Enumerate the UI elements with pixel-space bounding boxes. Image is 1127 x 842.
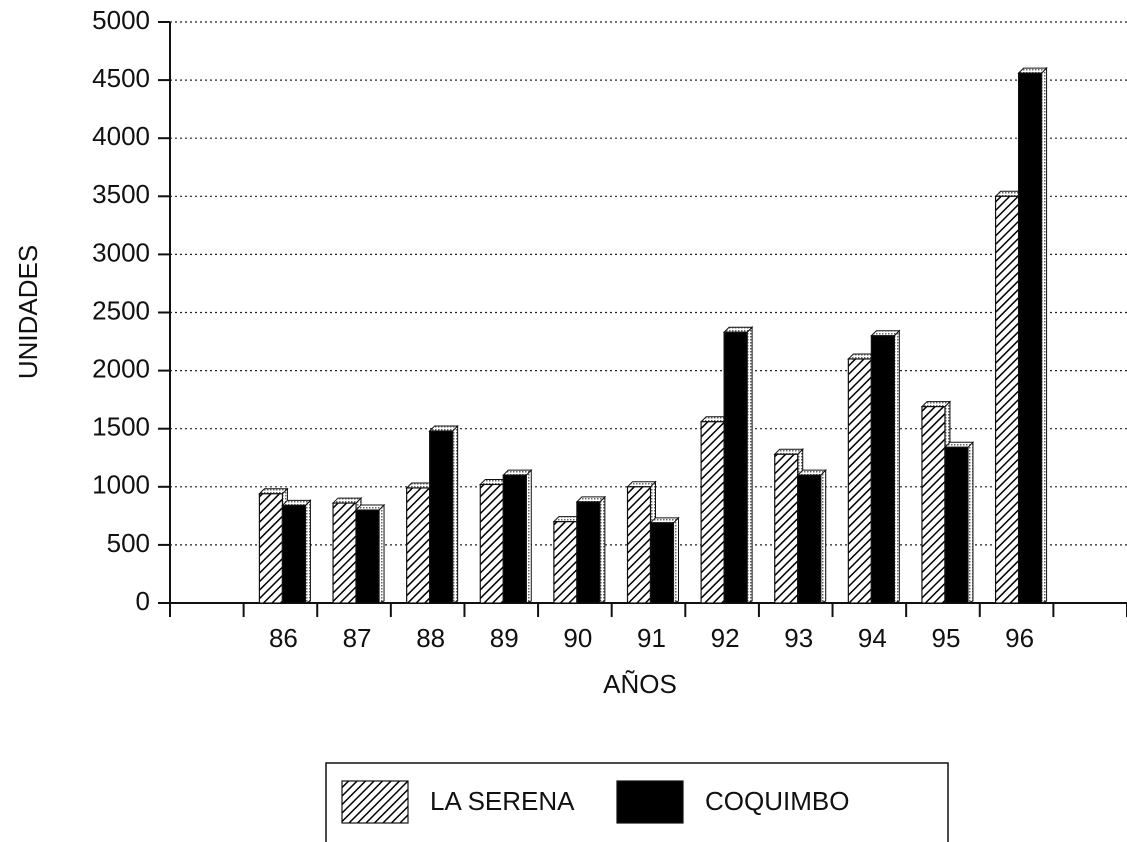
bar xyxy=(774,453,799,604)
y-tick-label: 2500 xyxy=(92,295,150,325)
x-tick-label: 89 xyxy=(490,623,519,653)
bar-top xyxy=(258,488,289,495)
x-tick-label: 93 xyxy=(784,623,813,653)
y-tick-label: 2000 xyxy=(92,353,150,383)
y-tick-label: 5000 xyxy=(92,5,150,35)
legend-swatch xyxy=(341,780,409,824)
bar xyxy=(332,502,357,604)
bar-side xyxy=(1041,66,1048,604)
bar-top xyxy=(722,326,754,333)
bar xyxy=(847,358,872,604)
bar-side xyxy=(820,468,827,604)
bar-side xyxy=(599,495,606,604)
bar xyxy=(626,486,652,604)
bar-top xyxy=(575,496,607,503)
bar xyxy=(797,474,822,604)
bar-top xyxy=(502,469,533,476)
bar-top xyxy=(943,441,975,448)
bar-top xyxy=(428,425,459,432)
y-tick-label: 500 xyxy=(107,528,150,558)
bar xyxy=(649,522,675,604)
bar-top xyxy=(354,504,386,511)
bar xyxy=(502,474,527,604)
bar-side xyxy=(304,499,311,604)
bar-top xyxy=(1017,67,1048,74)
y-tick-label: 4000 xyxy=(92,121,150,151)
x-tick-label: 88 xyxy=(416,623,445,653)
bar xyxy=(281,504,307,604)
bar-top xyxy=(796,469,827,476)
bar xyxy=(700,421,725,604)
y-tick-label: 0 xyxy=(136,586,150,616)
bar-top xyxy=(626,481,657,488)
y-axis-title: UNIDADES xyxy=(13,245,43,379)
bar xyxy=(553,521,578,604)
x-axis-title: AÑOS xyxy=(603,669,677,699)
x-tick-label: 96 xyxy=(1005,623,1034,653)
bar xyxy=(944,446,969,604)
bar xyxy=(258,493,284,604)
bar-top xyxy=(331,497,363,504)
y-tick-label: 3000 xyxy=(92,237,150,267)
bar xyxy=(921,406,946,604)
x-tick-label: 90 xyxy=(563,623,592,653)
bar-side xyxy=(893,329,900,604)
x-tick-label: 94 xyxy=(858,623,887,653)
bar xyxy=(355,509,380,604)
legend-label: LA SERENA xyxy=(430,786,575,816)
bar xyxy=(1017,72,1043,604)
y-tick-label: 3500 xyxy=(92,179,150,209)
bar xyxy=(576,501,601,604)
legend-label: COQUIMBO xyxy=(705,786,849,816)
bar xyxy=(429,430,454,604)
bar-side xyxy=(673,516,679,604)
x-tick-label: 91 xyxy=(637,623,666,653)
y-tick-label: 1500 xyxy=(92,412,150,442)
bar xyxy=(723,331,748,604)
bar-side xyxy=(452,424,459,604)
bar-top xyxy=(649,517,680,524)
y-tick-label: 4500 xyxy=(92,63,150,93)
bar xyxy=(406,487,431,604)
x-tick-label: 95 xyxy=(932,623,961,653)
bar-side xyxy=(525,468,532,604)
y-tick-label: 1000 xyxy=(92,470,150,500)
bar-side xyxy=(746,326,753,604)
x-tick-label: 86 xyxy=(269,623,298,653)
legend-swatch xyxy=(616,780,684,824)
bar-top xyxy=(920,401,952,408)
bar-top xyxy=(281,499,312,506)
bar-top xyxy=(870,330,901,337)
bar-top xyxy=(773,448,804,455)
bar-side xyxy=(378,503,385,604)
bar xyxy=(479,483,504,604)
x-tick-label: 92 xyxy=(711,623,740,653)
bar-side xyxy=(967,441,974,604)
bar xyxy=(870,335,895,604)
bar xyxy=(994,195,1020,604)
x-tick-label: 87 xyxy=(343,623,372,653)
